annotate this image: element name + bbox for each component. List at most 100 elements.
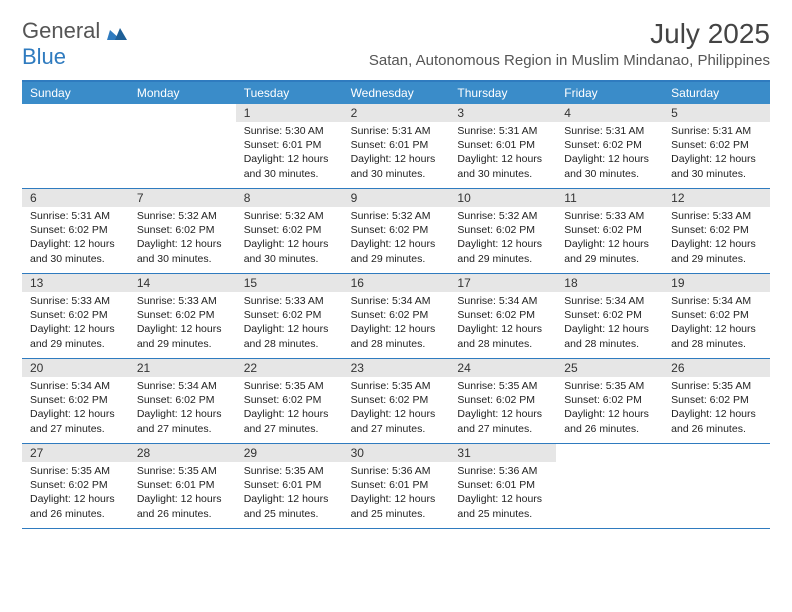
dow-sunday: Sunday: [22, 82, 129, 104]
brand-name-part1: General: [22, 18, 100, 43]
day-detail-line: Sunrise: 5:31 AM: [671, 124, 762, 138]
day-details: Sunrise: 5:33 AMSunset: 6:02 PMDaylight:…: [236, 294, 343, 351]
day-details: Sunrise: 5:32 AMSunset: 6:02 PMDaylight:…: [449, 209, 556, 266]
day-detail-line: Sunset: 6:02 PM: [564, 308, 655, 322]
month-year-title: July 2025: [369, 18, 770, 50]
brand-text: General Blue: [22, 18, 127, 70]
day-detail-line: Sunrise: 5:35 AM: [137, 464, 228, 478]
day-detail-line: Sunset: 6:02 PM: [137, 393, 228, 407]
day-detail-line: and 28 minutes.: [671, 337, 762, 351]
calendar-table: Sunday Monday Tuesday Wednesday Thursday…: [22, 80, 770, 529]
location-subtitle: Satan, Autonomous Region in Muslim Minda…: [369, 52, 770, 69]
week-row: 6 Sunrise: 5:31 AMSunset: 6:02 PMDaylight…: [22, 189, 770, 274]
day-detail-line: Sunset: 6:02 PM: [457, 223, 548, 237]
day-detail-line: Sunrise: 5:35 AM: [351, 379, 442, 393]
day-number: 6: [22, 189, 129, 207]
day-number: 23: [343, 359, 450, 377]
day-number: 30: [343, 444, 450, 462]
day-number: [129, 104, 236, 122]
day-detail-line: Daylight: 12 hours: [244, 407, 335, 421]
day-detail-line: Daylight: 12 hours: [244, 322, 335, 336]
day-number: 28: [129, 444, 236, 462]
day-cell: 2Sunrise: 5:31 AMSunset: 6:01 PMDaylight…: [343, 104, 450, 188]
day-detail-line: Sunrise: 5:32 AM: [137, 209, 228, 223]
day-detail-line: Daylight: 12 hours: [137, 492, 228, 506]
day-cell: 31Sunrise: 5:36 AMSunset: 6:01 PMDayligh…: [449, 444, 556, 528]
day-cell: 23Sunrise: 5:35 AMSunset: 6:02 PMDayligh…: [343, 359, 450, 443]
day-detail-line: Sunrise: 5:33 AM: [137, 294, 228, 308]
day-number: 5: [663, 104, 770, 122]
day-cell: 16Sunrise: 5:34 AMSunset: 6:02 PMDayligh…: [343, 274, 450, 358]
day-detail-line: and 26 minutes.: [30, 507, 121, 521]
day-detail-line: and 30 minutes.: [244, 167, 335, 181]
day-cell: 25Sunrise: 5:35 AMSunset: 6:02 PMDayligh…: [556, 359, 663, 443]
day-detail-line: and 30 minutes.: [564, 167, 655, 181]
day-detail-line: Daylight: 12 hours: [351, 492, 442, 506]
day-number: 9: [343, 189, 450, 207]
day-detail-line: Daylight: 12 hours: [457, 407, 548, 421]
day-detail-line: Sunrise: 5:34 AM: [671, 294, 762, 308]
day-detail-line: Sunset: 6:01 PM: [137, 478, 228, 492]
day-details: Sunrise: 5:31 AMSunset: 6:02 PMDaylight:…: [556, 124, 663, 181]
day-cell: 28 Sunrise: 5:35 AMSunset: 6:01 PMDayligh…: [129, 444, 236, 528]
day-detail-line: Sunset: 6:02 PM: [457, 393, 548, 407]
day-detail-line: and 28 minutes.: [244, 337, 335, 351]
day-details: Sunrise: 5:35 AMSunset: 6:01 PMDaylight:…: [236, 464, 343, 521]
week-row: 13Sunrise: 5:33 AMSunset: 6:02 PMDayligh…: [22, 274, 770, 359]
day-detail-line: Daylight: 12 hours: [457, 152, 548, 166]
day-details: Sunrise: 5:35 AMSunset: 6:02 PMDaylight:…: [449, 379, 556, 436]
day-details: Sunrise: 5:31 AMSunset: 6:01 PMDaylight:…: [343, 124, 450, 181]
day-detail-line: Sunset: 6:01 PM: [244, 478, 335, 492]
day-number: 26: [663, 359, 770, 377]
day-number: 8: [236, 189, 343, 207]
day-detail-line: Daylight: 12 hours: [351, 237, 442, 251]
day-detail-line: Sunset: 6:02 PM: [671, 308, 762, 322]
day-detail-line: Daylight: 12 hours: [244, 492, 335, 506]
day-detail-line: Daylight: 12 hours: [564, 322, 655, 336]
day-detail-line: Sunrise: 5:35 AM: [564, 379, 655, 393]
day-number: 27: [22, 444, 129, 462]
day-detail-line: Sunset: 6:01 PM: [457, 478, 548, 492]
day-detail-line: and 30 minutes.: [351, 167, 442, 181]
day-detail-line: Sunrise: 5:35 AM: [244, 464, 335, 478]
day-cell: 3Sunrise: 5:31 AMSunset: 6:01 PMDaylight…: [449, 104, 556, 188]
day-details: Sunrise: 5:34 AMSunset: 6:02 PMDaylight:…: [663, 294, 770, 351]
day-number: [556, 444, 663, 462]
day-cell: [129, 104, 236, 188]
day-details: Sunrise: 5:36 AMSunset: 6:01 PMDaylight:…: [343, 464, 450, 521]
day-number: 17: [449, 274, 556, 292]
day-detail-line: Sunset: 6:02 PM: [564, 223, 655, 237]
day-cell: 1Sunrise: 5:30 AMSunset: 6:01 PMDaylight…: [236, 104, 343, 188]
day-number: [663, 444, 770, 462]
day-cell: 4Sunrise: 5:31 AMSunset: 6:02 PMDaylight…: [556, 104, 663, 188]
day-cell: 12Sunrise: 5:33 AMSunset: 6:02 PMDayligh…: [663, 189, 770, 273]
day-detail-line: Daylight: 12 hours: [457, 322, 548, 336]
day-cell: 19Sunrise: 5:34 AMSunset: 6:02 PMDayligh…: [663, 274, 770, 358]
day-detail-line: Sunset: 6:02 PM: [137, 223, 228, 237]
day-cell: [556, 444, 663, 528]
day-detail-line: and 25 minutes.: [244, 507, 335, 521]
day-detail-line: Sunset: 6:02 PM: [457, 308, 548, 322]
day-detail-line: Sunset: 6:02 PM: [244, 393, 335, 407]
day-number: 3: [449, 104, 556, 122]
day-detail-line: Sunset: 6:02 PM: [564, 393, 655, 407]
brand-logo: General Blue: [22, 18, 127, 70]
day-number: 29: [236, 444, 343, 462]
day-detail-line: Daylight: 12 hours: [30, 492, 121, 506]
day-detail-line: Daylight: 12 hours: [564, 407, 655, 421]
day-cell: 5Sunrise: 5:31 AMSunset: 6:02 PMDaylight…: [663, 104, 770, 188]
day-detail-line: and 29 minutes.: [457, 252, 548, 266]
day-detail-line: Sunrise: 5:31 AM: [457, 124, 548, 138]
day-details: Sunrise: 5:33 AMSunset: 6:02 PMDaylight:…: [663, 209, 770, 266]
day-detail-line: Sunrise: 5:33 AM: [30, 294, 121, 308]
day-detail-line: Sunset: 6:02 PM: [30, 308, 121, 322]
dow-monday: Monday: [129, 82, 236, 104]
day-detail-line: Daylight: 12 hours: [351, 322, 442, 336]
day-detail-line: and 30 minutes.: [671, 167, 762, 181]
day-details: Sunrise: 5:35 AMSunset: 6:02 PMDaylight:…: [236, 379, 343, 436]
day-detail-line: Daylight: 12 hours: [244, 152, 335, 166]
day-number: 21: [129, 359, 236, 377]
day-details: Sunrise: 5:31 AMSunset: 6:02 PMDaylight:…: [22, 209, 129, 266]
day-detail-line: Sunrise: 5:35 AM: [244, 379, 335, 393]
day-detail-line: Sunrise: 5:34 AM: [564, 294, 655, 308]
